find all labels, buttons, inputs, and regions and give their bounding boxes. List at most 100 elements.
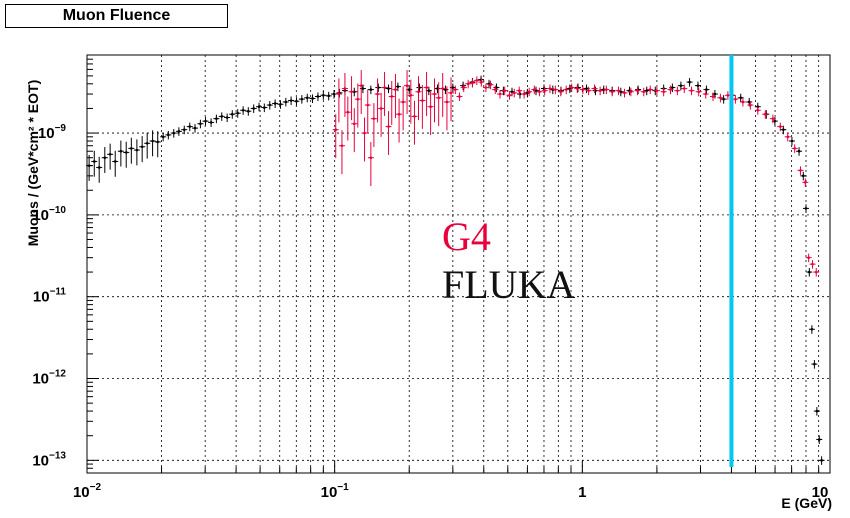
- g4-point-point: [741, 100, 745, 104]
- g4-point: [585, 86, 592, 96]
- fluka-point-point: [804, 207, 808, 210]
- g4-point-point: [779, 125, 782, 128]
- fluka-point: [181, 125, 188, 135]
- fluka-point-point: [688, 80, 691, 84]
- fluka-point: [686, 78, 693, 87]
- g4-point: [557, 87, 564, 97]
- fluka-point: [154, 131, 161, 158]
- g4-point-point: [669, 88, 672, 91]
- g4-point: [627, 87, 634, 97]
- g4-point-point: [605, 88, 608, 91]
- fluka-point-point: [311, 97, 314, 100]
- x-tick-labels: 10−2 10−1 1 10: [73, 482, 828, 501]
- g4-point-point: [458, 95, 461, 98]
- fluka-point-point: [161, 135, 165, 139]
- fluka-point: [240, 106, 247, 115]
- g4-point-point: [376, 92, 379, 96]
- g4-point-point: [379, 107, 383, 110]
- fluka-point-point: [204, 119, 207, 123]
- fluka-point-point: [387, 87, 390, 90]
- fluka-point-point: [177, 130, 181, 133]
- fluka-point-point: [246, 109, 250, 113]
- g4-point: [351, 108, 358, 153]
- g4-point-point: [394, 88, 397, 91]
- fluka-point-point: [305, 96, 309, 100]
- fluka-point-point: [199, 122, 202, 126]
- g4-point: [473, 76, 480, 85]
- g4-point: [381, 71, 388, 116]
- fluka-point: [309, 94, 316, 103]
- x-tick-exponent: −2: [90, 482, 102, 493]
- g4-point: [568, 83, 575, 93]
- g4-point: [332, 114, 339, 159]
- fluka-point: [165, 130, 172, 140]
- g4-point: [492, 85, 499, 95]
- g4-point-point: [726, 93, 730, 97]
- fluka-point: [208, 118, 215, 127]
- y-tick-base: 10: [32, 207, 49, 224]
- fluka-point-point: [215, 117, 218, 120]
- g4-point: [496, 90, 503, 99]
- g4-point-point: [413, 115, 416, 118]
- g4-point: [388, 80, 395, 125]
- fluka-point: [304, 93, 311, 103]
- g4-point: [506, 91, 513, 100]
- g4-point-point: [690, 89, 693, 92]
- fluka-point: [123, 141, 130, 168]
- g4-point: [411, 100, 418, 145]
- x-tick-label: 10−1: [321, 482, 350, 501]
- g4-point: [404, 70, 411, 115]
- g4-point-point: [719, 96, 722, 100]
- fluka-point: [493, 83, 500, 93]
- fluka-point: [186, 122, 193, 132]
- fluka-point-point: [193, 126, 197, 130]
- g4-point: [541, 86, 548, 96]
- g4-point-point: [771, 117, 775, 120]
- x-tick-base: 1: [578, 484, 586, 501]
- g4-point-point: [449, 91, 453, 95]
- g4-point: [348, 76, 355, 121]
- y-tick-label: 10−13: [32, 450, 66, 469]
- g4-point: [536, 87, 543, 97]
- fluka-point-point: [156, 140, 160, 144]
- fluka-point-point: [87, 164, 91, 167]
- fluka-point: [107, 143, 114, 170]
- g4-point-point: [480, 80, 483, 84]
- fluka-point: [250, 104, 257, 113]
- chart-title: Muon Fluence: [5, 4, 228, 28]
- g4-point-point: [533, 88, 536, 91]
- g4-point: [487, 80, 494, 90]
- g4-point: [392, 74, 399, 118]
- g4-point-point: [554, 88, 557, 91]
- fluka-point-point: [396, 85, 400, 88]
- g4-point: [609, 87, 616, 97]
- g4-point: [660, 87, 667, 97]
- g4-point-point: [587, 89, 590, 92]
- fluka-point: [802, 204, 809, 213]
- g4-point-point: [462, 86, 466, 89]
- g4-point-point: [493, 88, 497, 91]
- fluka-point-point: [801, 174, 805, 178]
- fluka-point: [583, 84, 590, 94]
- g4-point: [344, 96, 351, 141]
- fluka-point-point: [295, 99, 298, 103]
- x-tick-exponent: −1: [337, 482, 349, 493]
- g4-point-point: [346, 110, 350, 114]
- g4-point-point: [366, 103, 370, 107]
- g4-point: [762, 110, 769, 119]
- y-tick-label: 10−9: [38, 123, 67, 142]
- fluka-point: [800, 171, 807, 181]
- fluka-point-point: [451, 86, 455, 89]
- g4-point: [647, 85, 654, 95]
- fluka-point-point: [407, 88, 411, 91]
- g4-point: [597, 86, 604, 96]
- g4-point-point: [655, 89, 659, 92]
- fluka-point-point: [135, 148, 139, 152]
- g4-point-point: [433, 92, 436, 96]
- g4-point-point: [401, 100, 405, 104]
- fluka-point: [808, 325, 815, 334]
- fluka-point-point: [671, 86, 674, 89]
- g4-point: [396, 98, 403, 143]
- fluka-point-point: [167, 133, 170, 137]
- g4-point: [531, 85, 538, 95]
